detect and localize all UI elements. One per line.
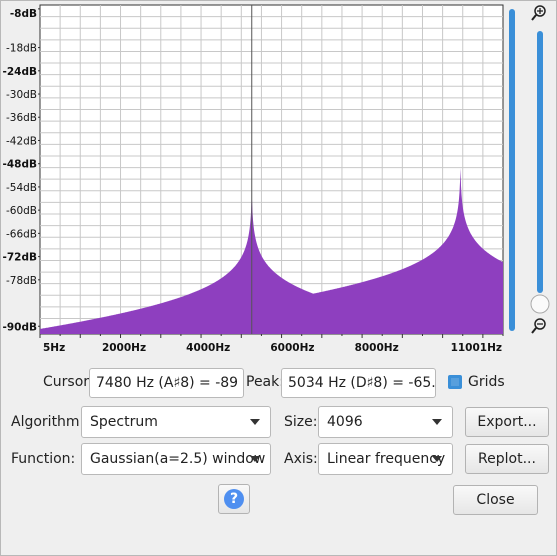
spectrum-plot: -8dB -18dB -24dB -30dB -36dB -42dB -48dB -54dB -… [3,4,550,354]
cursor-label: Cursor: [43,374,94,390]
help-icon: ? [224,489,244,509]
axis-value: Linear frequency [327,451,446,467]
y-tick-label: -48dB [3,159,38,171]
axis-select[interactable]: Linear frequency [318,443,453,475]
chevron-down-icon [432,456,442,462]
zoom-slider-fill [537,31,543,293]
algorithm-value: Spectrum [90,414,158,430]
x-tick-label: 11001Hz [451,342,502,354]
y-tick-label: -78dB [6,275,37,287]
close-button[interactable]: Close [453,485,538,515]
peak-field[interactable]: 5034 Hz (D♯8) = -65.3 dB [281,368,436,398]
x-tick-label: 8000Hz [355,342,399,354]
y-axis-ticks: -8dB -18dB -24dB -30dB -36dB -42dB -48dB -54dB -… [3,8,40,333]
y-tick-label: -18dB [6,43,37,55]
zoom-in-icon[interactable] [531,5,546,21]
x-tick-label: 2000Hz [102,342,146,354]
peak-label: Peak: [246,374,284,390]
axis-label: Axis: [284,451,318,467]
zoom-slider-handle[interactable] [530,294,550,314]
size-label: Size: [284,414,318,430]
export-button[interactable]: Export... [465,407,549,437]
cursor-field[interactable]: 7480 Hz (A♯8) = -89 dB [89,368,244,398]
y-tick-label: -60dB [6,205,37,217]
zoom-slider[interactable] [509,5,550,334]
y-tick-label: -54dB [6,182,37,194]
y-tick-label: -90dB [3,321,38,333]
function-value: Gaussian(a=2.5) window [90,451,266,467]
y-tick-label: -42dB [6,135,37,147]
algorithm-label: Algorithm: [11,414,85,430]
y-tick-label: -72dB [3,252,38,264]
spectrum-fill [40,168,503,334]
x-tick-label: 5Hz [43,342,65,354]
zoom-slider-track[interactable] [509,9,515,331]
y-tick-label: -66dB [6,228,37,240]
chevron-down-icon [250,419,260,425]
help-button[interactable]: ? [218,484,250,514]
y-tick-label: -24dB [3,66,38,78]
replot-button[interactable]: Replot... [465,444,549,474]
zoom-out-icon[interactable] [531,318,546,334]
function-label: Function: [11,451,76,467]
grid-lines [40,5,503,334]
x-tick-label: 4000Hz [186,342,230,354]
chevron-down-icon [250,456,260,462]
y-tick-label: -30dB [6,89,37,101]
function-select[interactable]: Gaussian(a=2.5) window [81,443,271,475]
grids-label: Grids [468,374,505,390]
y-tick-label: -8dB [10,8,37,20]
x-axis-ticks: 5Hz 2000Hz 4000Hz 6000Hz 8000Hz 11001Hz [39,334,504,354]
x-tick-label: 6000Hz [270,342,314,354]
chevron-down-icon [432,419,442,425]
size-select[interactable]: 4096 [318,406,453,438]
y-tick-label: -36dB [6,112,37,124]
grids-checkbox[interactable] [448,375,462,389]
algorithm-select[interactable]: Spectrum [81,406,271,438]
size-value: 4096 [327,414,363,430]
spectrum-area [40,5,503,334]
